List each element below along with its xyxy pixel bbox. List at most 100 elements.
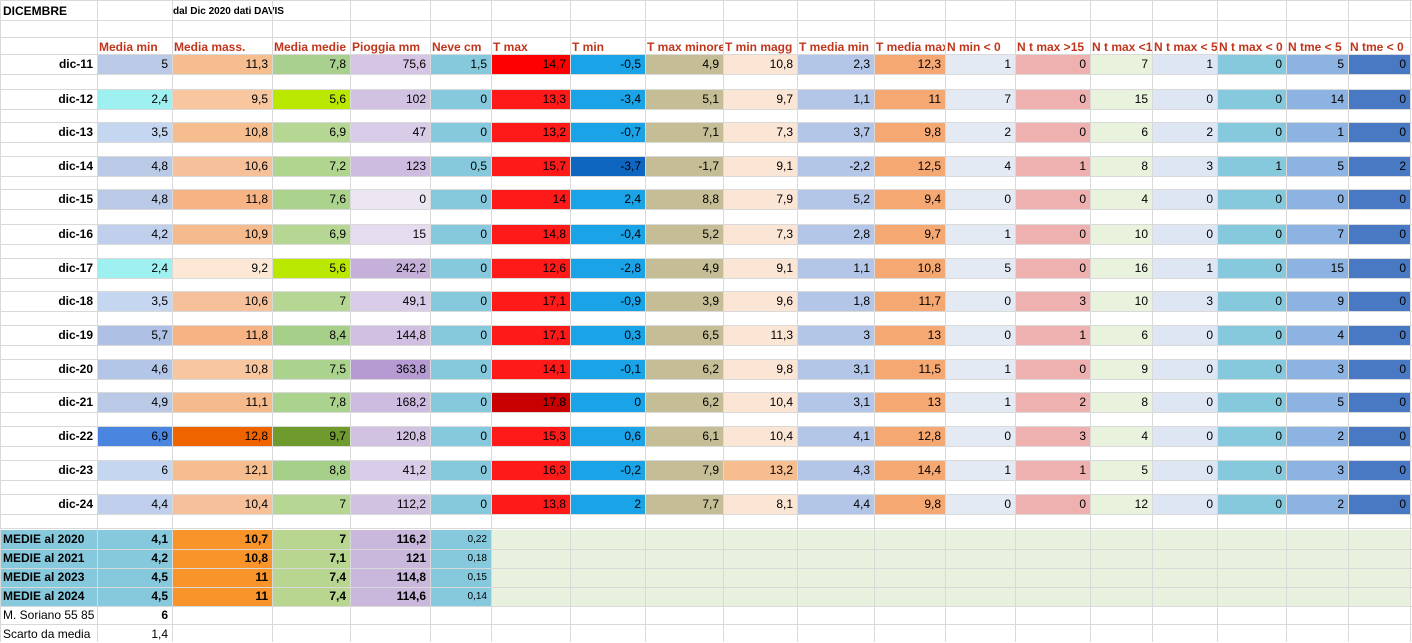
data-cell[interactable]: 10,6: [172, 156, 272, 176]
data-cell[interactable]: 1: [945, 359, 1015, 379]
medie-cell[interactable]: 4,2: [97, 549, 172, 568]
data-cell[interactable]: 0: [1152, 189, 1217, 209]
data-cell[interactable]: 0: [1348, 224, 1410, 244]
data-cell[interactable]: 3: [1015, 291, 1090, 311]
column-header[interactable]: Media medie: [274, 40, 347, 54]
data-cell[interactable]: 11,8: [172, 325, 272, 345]
data-cell[interactable]: 11,8: [172, 189, 272, 209]
data-cell[interactable]: 2: [1348, 156, 1410, 176]
data-cell[interactable]: 1: [945, 224, 1015, 244]
data-cell[interactable]: 16,3: [491, 460, 570, 480]
data-cell[interactable]: 7: [272, 291, 350, 311]
data-cell[interactable]: 1,1: [797, 89, 874, 109]
data-cell[interactable]: 0: [1217, 392, 1286, 412]
data-cell[interactable]: 0: [1217, 224, 1286, 244]
data-cell[interactable]: 8,1: [723, 494, 797, 514]
data-cell[interactable]: 0: [1015, 258, 1090, 278]
row-label[interactable]: dic-13: [58, 125, 93, 139]
data-cell[interactable]: 4,9: [97, 392, 172, 412]
data-cell[interactable]: 0: [1217, 54, 1286, 74]
data-cell[interactable]: 0: [1348, 122, 1410, 142]
data-cell[interactable]: 0: [945, 325, 1015, 345]
data-cell[interactable]: 4,6: [97, 359, 172, 379]
footer-value[interactable]: 1,4: [151, 627, 168, 641]
data-cell[interactable]: 9,8: [874, 122, 945, 142]
medie-cell[interactable]: 10,7: [172, 530, 272, 549]
row-label[interactable]: dic-21: [58, 395, 93, 409]
data-cell[interactable]: 4,3: [797, 460, 874, 480]
data-cell[interactable]: 2,4: [570, 189, 645, 209]
data-cell[interactable]: 11,3: [723, 325, 797, 345]
data-cell[interactable]: 3,9: [645, 291, 723, 311]
data-cell[interactable]: -3,4: [570, 89, 645, 109]
data-cell[interactable]: 5: [1286, 54, 1348, 74]
column-header[interactable]: T media max: [876, 40, 945, 54]
data-cell[interactable]: 0: [1015, 89, 1090, 109]
data-cell[interactable]: 5: [1090, 460, 1152, 480]
data-cell[interactable]: 4,9: [645, 258, 723, 278]
data-cell[interactable]: 0: [1217, 325, 1286, 345]
data-cell[interactable]: 1: [1217, 156, 1286, 176]
data-cell[interactable]: 2: [1286, 426, 1348, 446]
data-cell[interactable]: 0: [1348, 258, 1410, 278]
data-cell[interactable]: -1,7: [645, 156, 723, 176]
data-cell[interactable]: 0: [430, 258, 491, 278]
data-cell[interactable]: 6,5: [645, 325, 723, 345]
data-cell[interactable]: 7,3: [723, 224, 797, 244]
data-cell[interactable]: 10,4: [723, 392, 797, 412]
data-cell[interactable]: 9: [1286, 291, 1348, 311]
data-cell[interactable]: 7,7: [645, 494, 723, 514]
data-cell[interactable]: 10: [1090, 224, 1152, 244]
data-cell[interactable]: -2,2: [797, 156, 874, 176]
data-cell[interactable]: 1,8: [797, 291, 874, 311]
data-cell[interactable]: 120,8: [350, 426, 430, 446]
data-cell[interactable]: 4,4: [97, 494, 172, 514]
data-cell[interactable]: 0: [1152, 392, 1217, 412]
data-cell[interactable]: 0: [1348, 426, 1410, 446]
data-cell[interactable]: 168,2: [350, 392, 430, 412]
data-cell[interactable]: 6,2: [645, 359, 723, 379]
data-cell[interactable]: -0,4: [570, 224, 645, 244]
data-cell[interactable]: 0: [1348, 291, 1410, 311]
data-cell[interactable]: 17,1: [491, 291, 570, 311]
medie-cell[interactable]: 0,18: [430, 549, 491, 568]
data-cell[interactable]: 0: [1348, 359, 1410, 379]
data-cell[interactable]: 9: [1090, 359, 1152, 379]
data-cell[interactable]: 12,6: [491, 258, 570, 278]
data-cell[interactable]: 0: [1217, 291, 1286, 311]
data-cell[interactable]: 9,8: [723, 359, 797, 379]
data-cell[interactable]: 0: [430, 291, 491, 311]
data-cell[interactable]: 1: [1152, 54, 1217, 74]
data-cell[interactable]: 13,8: [491, 494, 570, 514]
column-header[interactable]: N t max >15: [1017, 40, 1085, 54]
data-cell[interactable]: 6,9: [97, 426, 172, 446]
data-cell[interactable]: 10: [1090, 291, 1152, 311]
data-cell[interactable]: 9,7: [874, 224, 945, 244]
data-cell[interactable]: 242,2: [350, 258, 430, 278]
data-cell[interactable]: 4,9: [645, 54, 723, 74]
data-cell[interactable]: 13,2: [723, 460, 797, 480]
data-cell[interactable]: 144,8: [350, 325, 430, 345]
data-cell[interactable]: 363,8: [350, 359, 430, 379]
row-label[interactable]: dic-22: [58, 429, 93, 443]
data-cell[interactable]: 6,9: [272, 122, 350, 142]
data-cell[interactable]: 4,1: [797, 426, 874, 446]
medie-cell[interactable]: 4,5: [97, 568, 172, 587]
data-cell[interactable]: 1: [1286, 122, 1348, 142]
column-header[interactable]: T min magg: [725, 40, 793, 54]
data-cell[interactable]: 5,1: [645, 89, 723, 109]
medie-cell[interactable]: 0,14: [430, 587, 491, 606]
data-cell[interactable]: 16: [1090, 258, 1152, 278]
data-cell[interactable]: 12,5: [874, 156, 945, 176]
data-cell[interactable]: 0: [1348, 494, 1410, 514]
data-cell[interactable]: 47: [350, 122, 430, 142]
data-cell[interactable]: 9,5: [172, 89, 272, 109]
data-cell[interactable]: 0: [1348, 54, 1410, 74]
data-cell[interactable]: 12,8: [172, 426, 272, 446]
data-cell[interactable]: 3: [1286, 359, 1348, 379]
data-cell[interactable]: 1,1: [797, 258, 874, 278]
data-cell[interactable]: 5: [945, 258, 1015, 278]
data-cell[interactable]: 0: [1152, 89, 1217, 109]
column-header[interactable]: N tme < 5: [1288, 40, 1342, 54]
data-cell[interactable]: 0: [945, 494, 1015, 514]
